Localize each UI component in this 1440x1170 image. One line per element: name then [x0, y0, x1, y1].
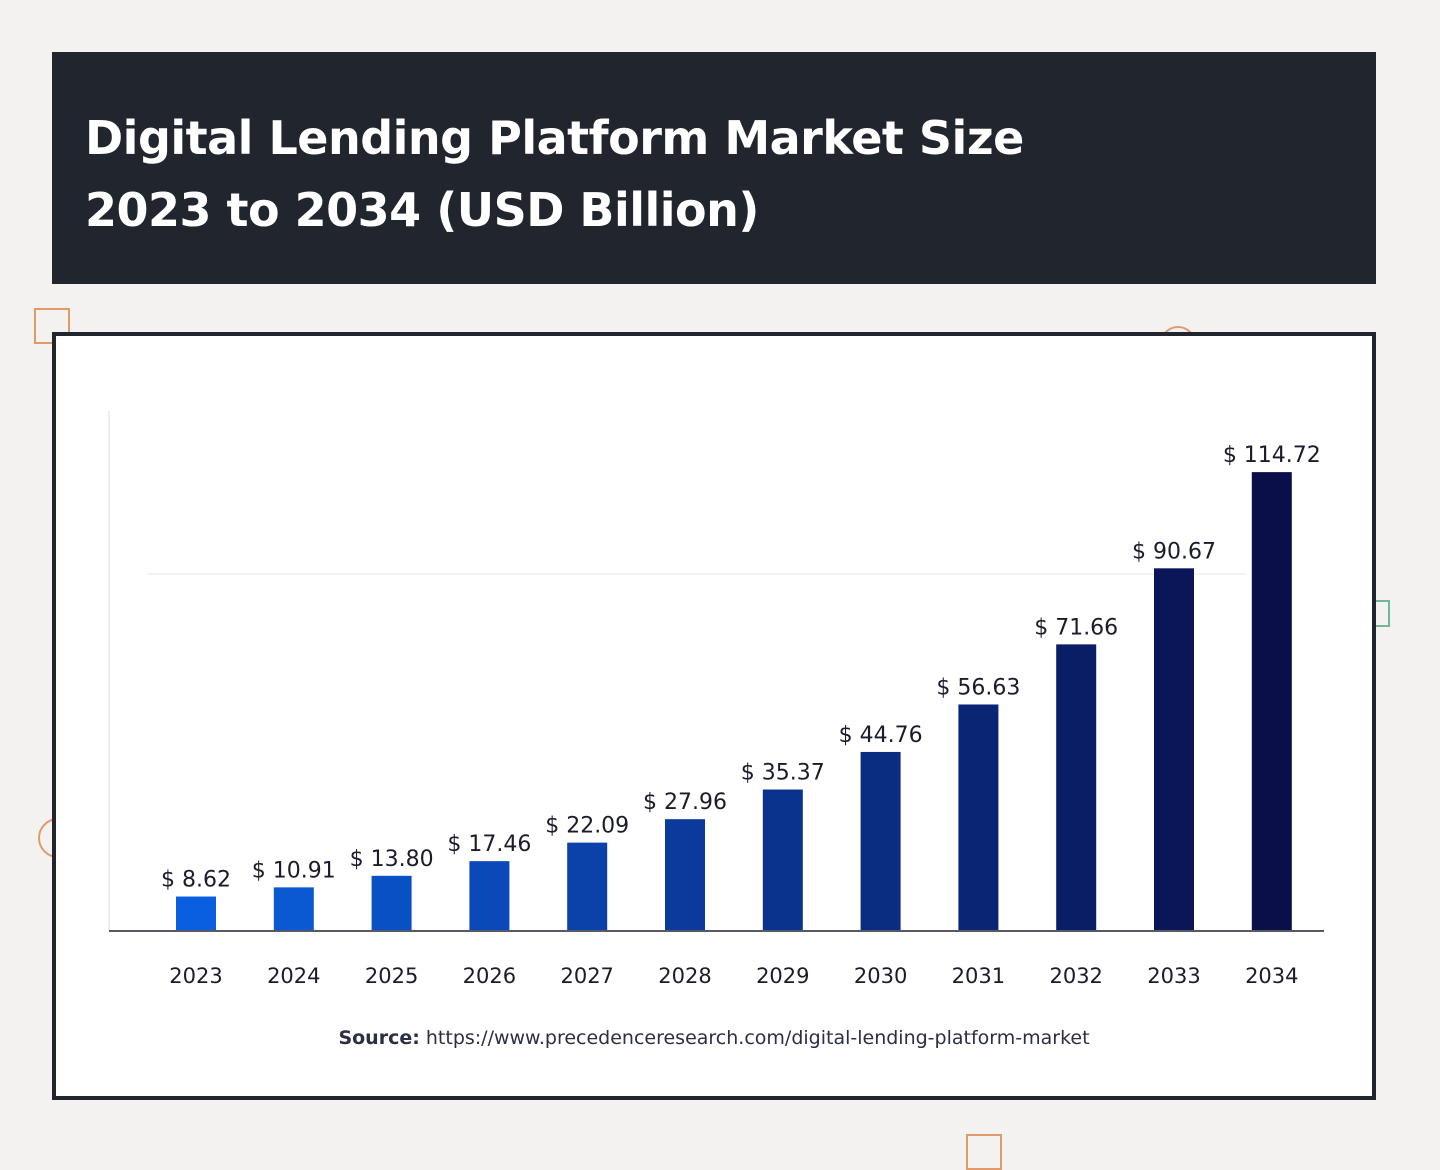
- data-label-2026: $ 17.46: [447, 832, 531, 857]
- data-label-2024: $ 10.91: [252, 858, 336, 883]
- x-tick-label-2023: 2023: [169, 964, 222, 988]
- source-note: Source: https://www.precedenceresearch.c…: [56, 1027, 1372, 1049]
- x-tick-label-2025: 2025: [365, 964, 418, 988]
- decorative-square-outline: [966, 1134, 1002, 1170]
- data-label-2027: $ 22.09: [545, 814, 629, 839]
- bar-2027: [567, 842, 608, 931]
- data-label-2025: $ 13.80: [350, 847, 434, 872]
- x-tick-label-2024: 2024: [267, 964, 320, 988]
- data-label-2034: $ 114.72: [1223, 443, 1321, 468]
- bar-chart: $ 8.62 2023 $ 10.91 2024 $ 13.80 2025 $ 17.46 2…: [108, 411, 1324, 988]
- x-tick-label-2029: 2029: [756, 964, 809, 988]
- x-tick-label-2027: 2027: [560, 964, 613, 988]
- data-label-2031: $ 56.63: [936, 675, 1020, 700]
- data-label-2032: $ 71.66: [1034, 615, 1118, 640]
- x-tick-label-2032: 2032: [1049, 964, 1102, 988]
- bar-2023: [176, 896, 216, 931]
- x-tick-label-2033: 2033: [1147, 964, 1200, 988]
- data-label-2023: $ 8.62: [161, 868, 231, 893]
- bar-2032: [1056, 644, 1097, 931]
- bar-2029: [762, 789, 803, 931]
- bar-2025: [371, 875, 412, 931]
- chart-frame: $ 8.62 2023 $ 10.91 2024 $ 13.80 2025 $ 17.46 2…: [52, 332, 1376, 1100]
- data-label-2030: $ 44.76: [839, 723, 923, 748]
- bar-2028: [665, 819, 705, 931]
- bar-2034: [1251, 472, 1292, 931]
- source-label: Source:: [338, 1027, 420, 1049]
- bar-2030: [860, 751, 901, 931]
- chart-title-line-1: Digital Lending Platform Market Size: [85, 111, 1024, 165]
- source-url: https://www.precedenceresearch.com/digit…: [425, 1027, 1090, 1049]
- x-tick-label-2031: 2031: [952, 964, 1005, 988]
- bar-2033: [1154, 568, 1194, 931]
- bar-2026: [469, 861, 510, 931]
- x-tick-label-2030: 2030: [854, 964, 907, 988]
- data-label-2028: $ 27.96: [643, 790, 727, 815]
- data-label-2029: $ 35.37: [741, 761, 825, 786]
- x-tick-label-2034: 2034: [1245, 964, 1298, 988]
- x-tick-label-2028: 2028: [658, 964, 711, 988]
- bar-2024: [273, 887, 314, 931]
- bar-2031: [958, 704, 999, 931]
- x-tick-label-2026: 2026: [463, 964, 516, 988]
- data-label-2033: $ 90.67: [1132, 539, 1216, 564]
- title-banner: Digital Lending Platform Market Size 202…: [52, 52, 1376, 284]
- chart-title-line-2: 2023 to 2034 (USD Billion): [85, 183, 759, 237]
